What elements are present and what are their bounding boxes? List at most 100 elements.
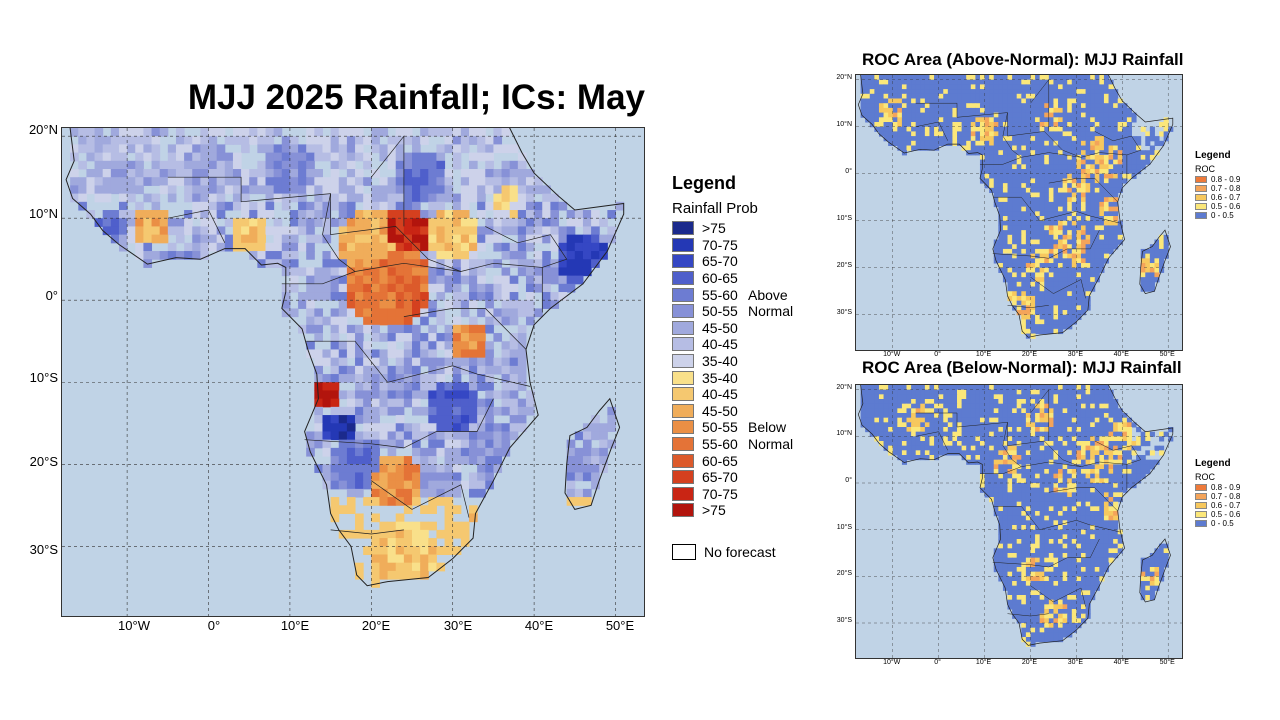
- grid-cell: [273, 177, 283, 186]
- grid-cell: [1035, 122, 1041, 128]
- grid-cell: [1090, 220, 1096, 226]
- grid-cell: [943, 422, 949, 428]
- grid-cell: [1113, 230, 1119, 236]
- grid-cell: [1012, 131, 1018, 137]
- grid-cell: [468, 267, 478, 277]
- grid-cell: [1035, 281, 1041, 288]
- grid-cell: [208, 185, 218, 195]
- grid-cell: [1067, 187, 1073, 194]
- grid-cell: [1021, 122, 1027, 128]
- grid-cell: [1048, 389, 1054, 395]
- grid-cell: [493, 447, 503, 457]
- grid-cell: [1007, 248, 1013, 255]
- grid-cell: [993, 107, 999, 114]
- grid-cell: [1085, 417, 1091, 423]
- grid-cell: [938, 93, 944, 99]
- grid-cell: [952, 93, 958, 99]
- grid-cell: [420, 382, 429, 391]
- grid-cell: [1071, 483, 1077, 489]
- grid-cell: [1030, 140, 1036, 147]
- grid-cell: [493, 406, 503, 416]
- grid-cell: [1076, 183, 1082, 189]
- grid-cell: [1062, 225, 1068, 231]
- grid-cell: [979, 75, 986, 81]
- grid-cell: [1002, 248, 1009, 255]
- grid-cell: [1025, 324, 1031, 330]
- grid-cell: [420, 406, 429, 416]
- grid-cell: [1012, 291, 1018, 297]
- grid-cell: [1076, 394, 1082, 400]
- grid-cell: [1103, 136, 1110, 142]
- grid-cell: [289, 152, 299, 162]
- grid-cell: [1030, 183, 1036, 189]
- grid-cell: [1071, 272, 1077, 278]
- grid-cell: [265, 152, 275, 162]
- grid-cell: [1012, 281, 1018, 288]
- rainfall-forecast-map[interactable]: [61, 127, 645, 617]
- grid-cell: [979, 169, 986, 175]
- grid-cell: [984, 483, 990, 489]
- grid-cell: [865, 112, 871, 118]
- grid-cell: [1044, 164, 1050, 170]
- grid-cell: [975, 103, 981, 109]
- grid-cell: [1090, 122, 1096, 128]
- grid-cell: [1076, 277, 1082, 283]
- grid-cell: [888, 107, 894, 114]
- grid-cell: [966, 140, 972, 147]
- grid-cell: [1076, 112, 1082, 118]
- grid-cell: [993, 164, 999, 170]
- grid-cell: [355, 382, 364, 391]
- grid-cell: [110, 144, 120, 154]
- grid-cell: [1053, 324, 1059, 330]
- grid-cell: [1131, 140, 1137, 147]
- grid-cell: [94, 218, 104, 227]
- grid-cell: [330, 431, 340, 441]
- grid-cell: [1126, 483, 1132, 489]
- roc-legend-swatch: [1195, 185, 1207, 192]
- grid-cell: [379, 234, 389, 244]
- grid-cell: [1071, 211, 1077, 217]
- grid-cell: [1044, 473, 1050, 479]
- grid-cell: [501, 193, 511, 203]
- grid-cell: [1012, 192, 1018, 198]
- grid-cell: [1108, 98, 1114, 104]
- grid-cell: [1113, 399, 1119, 405]
- grid-cell: [363, 398, 372, 408]
- grid-cell: [947, 136, 953, 142]
- grid-cell: [1007, 192, 1013, 198]
- grid-cell: [961, 413, 967, 419]
- grid-cell: [920, 112, 926, 118]
- grid-cell: [1080, 305, 1087, 311]
- grid-cell: [379, 439, 389, 449]
- grid-cell: [175, 128, 185, 137]
- grid-cell: [1053, 244, 1059, 250]
- grid-cell: [1067, 220, 1073, 226]
- grid-cell: [911, 112, 917, 118]
- grid-cell: [1012, 164, 1018, 170]
- grid-cell: [998, 112, 1004, 118]
- roc-below-normal-map[interactable]: [855, 384, 1183, 659]
- grid-cell: [591, 259, 600, 268]
- grid-cell: [1012, 441, 1018, 447]
- grid-cell: [1048, 324, 1054, 330]
- grid-cell: [1080, 389, 1087, 395]
- grid-cell: [1090, 244, 1096, 250]
- grid-cell: [929, 89, 935, 95]
- grid-cell: [1080, 445, 1087, 451]
- grid-cell: [1085, 427, 1091, 433]
- grid-cell: [118, 193, 128, 203]
- grid-cell: [1094, 98, 1100, 104]
- grid-cell: [1108, 487, 1114, 493]
- grid-cell: [395, 201, 405, 211]
- grid-cell: [943, 427, 949, 433]
- grid-cell: [1085, 253, 1091, 259]
- grid-cell: [452, 464, 462, 473]
- grid-cell: [1080, 464, 1087, 470]
- grid-cell: [330, 128, 340, 137]
- roc-above-normal-map[interactable]: [855, 74, 1183, 351]
- grid-cell: [1076, 98, 1082, 104]
- grid-cell: [477, 349, 486, 359]
- legend-label: 40-45: [702, 386, 738, 403]
- grid-cell: [1103, 178, 1110, 184]
- grid-cell: [1113, 441, 1119, 447]
